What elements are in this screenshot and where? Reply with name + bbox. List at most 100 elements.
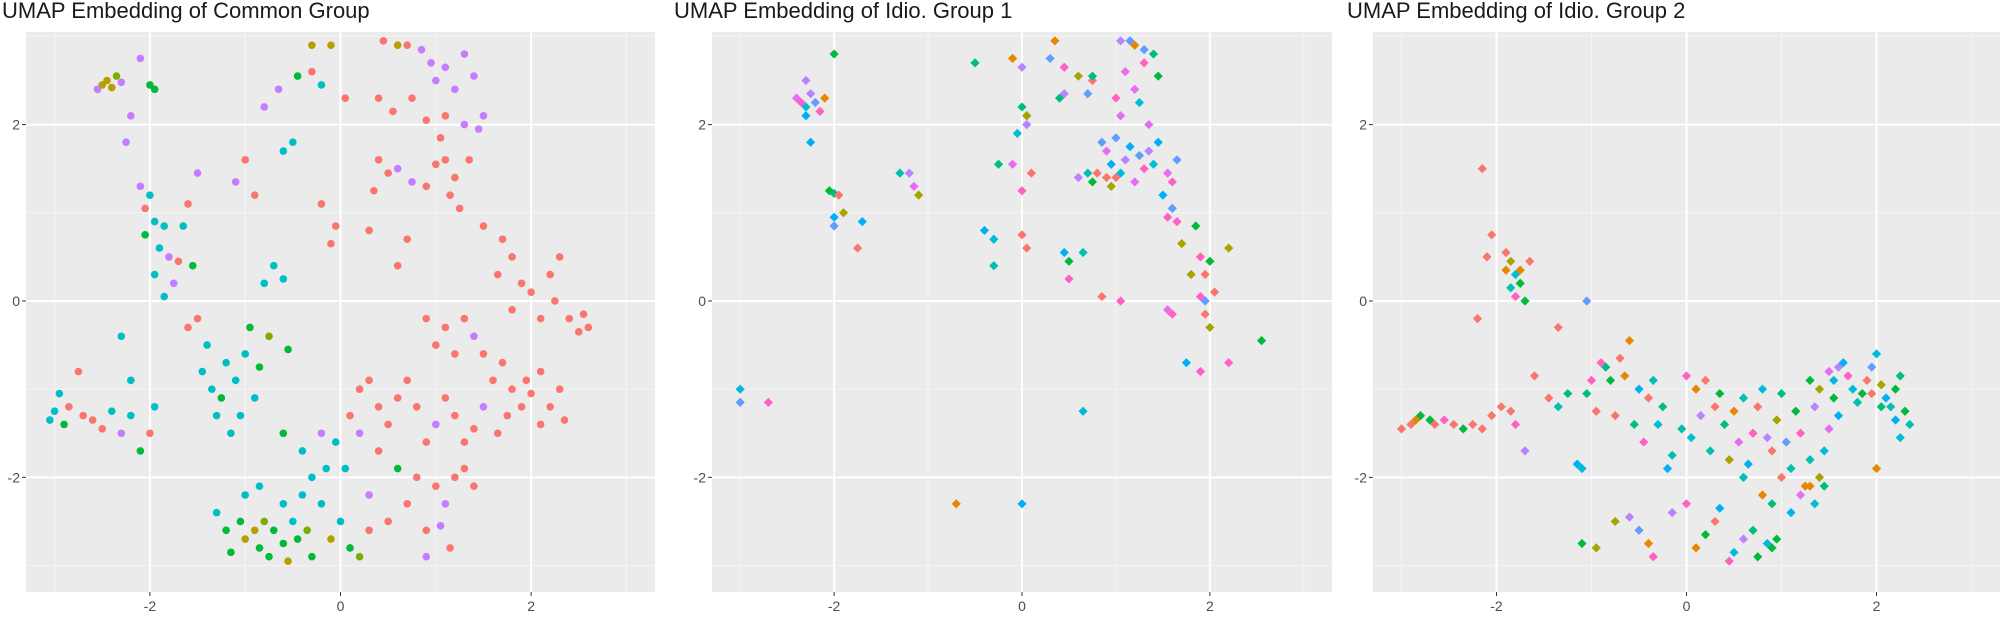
data-point <box>136 447 145 455</box>
data-point <box>451 473 459 482</box>
x-tick-label: -2 <box>828 598 841 614</box>
data-point <box>536 314 545 323</box>
data-point <box>231 178 240 186</box>
data-point <box>241 156 249 164</box>
data-point <box>432 160 440 169</box>
data-point <box>1125 142 1135 152</box>
data-point <box>422 116 431 124</box>
data-point <box>1867 388 1877 399</box>
data-point <box>217 394 226 402</box>
data-point <box>150 270 159 279</box>
data-point <box>317 429 326 438</box>
data-point <box>451 350 459 358</box>
data-point <box>341 94 350 102</box>
data-point <box>422 552 431 561</box>
data-point <box>250 394 259 402</box>
x-tick-label: 0 <box>1683 598 1691 614</box>
data-point <box>127 411 135 420</box>
data-point <box>260 279 269 288</box>
data-point <box>470 482 478 490</box>
data-point <box>127 111 135 120</box>
data-point <box>212 508 221 517</box>
x-tick-label: 2 <box>527 598 535 614</box>
data-point <box>279 147 288 155</box>
data-point <box>150 403 159 411</box>
data-point <box>160 222 168 230</box>
data-point <box>1064 256 1074 266</box>
x-tick-label: -2 <box>144 598 157 614</box>
data-point <box>1050 36 1060 46</box>
data-point <box>365 226 373 235</box>
data-point <box>384 169 392 177</box>
data-point <box>1144 146 1154 156</box>
data-point <box>1163 168 1173 178</box>
y-tick-label: 2 <box>1359 117 1367 133</box>
data-point <box>279 429 288 438</box>
data-point <box>60 420 68 429</box>
data-point <box>1130 177 1140 187</box>
data-point <box>838 208 849 218</box>
data-point <box>1256 336 1267 346</box>
data-point <box>384 420 392 429</box>
data-point <box>374 403 383 411</box>
data-point <box>508 253 516 261</box>
data-point <box>412 473 421 482</box>
data-point <box>1116 111 1126 121</box>
data-point <box>203 341 211 349</box>
data-point <box>432 76 440 85</box>
data-point <box>517 279 526 288</box>
data-point <box>1205 322 1215 333</box>
data-point <box>298 447 307 455</box>
data-point <box>184 323 192 332</box>
data-point <box>193 169 202 177</box>
data-point <box>1167 177 1177 187</box>
data-point <box>165 253 173 261</box>
data-point <box>422 182 431 191</box>
data-point <box>1120 155 1130 165</box>
data-point <box>470 332 478 341</box>
data-point <box>1022 119 1032 130</box>
data-point <box>1101 146 1112 156</box>
data-point <box>1097 137 1107 147</box>
data-point <box>269 526 278 535</box>
data-point <box>829 221 839 231</box>
data-point <box>451 85 459 94</box>
data-point <box>279 275 288 283</box>
data-point <box>150 85 159 94</box>
data-point <box>1111 133 1121 143</box>
data-point <box>579 310 588 319</box>
data-point <box>508 305 516 314</box>
data-point <box>136 182 145 191</box>
data-point <box>460 120 469 129</box>
data-point <box>1195 366 1206 377</box>
data-point <box>188 261 197 270</box>
data-point <box>46 416 54 424</box>
data-point <box>460 50 469 58</box>
data-point <box>522 376 531 385</box>
data-point <box>422 526 431 535</box>
data-point <box>989 261 999 271</box>
data-point <box>1430 419 1440 430</box>
data-point <box>393 261 402 270</box>
data-point <box>801 111 811 121</box>
data-point <box>322 464 331 473</box>
data-point <box>241 535 249 543</box>
data-point <box>1008 53 1018 64</box>
data-point <box>308 473 316 482</box>
data-point <box>979 225 990 236</box>
data-point <box>1097 291 1107 302</box>
data-point <box>1200 309 1210 319</box>
data-point <box>460 438 469 446</box>
data-point <box>265 552 273 561</box>
data-point <box>1087 177 1098 187</box>
data-point <box>150 217 159 226</box>
data-point <box>565 314 574 323</box>
data-point <box>455 204 464 213</box>
data-point <box>231 376 240 385</box>
data-point <box>1200 269 1210 280</box>
data-point <box>1158 190 1168 200</box>
data-point <box>574 328 583 336</box>
data-point <box>1177 239 1187 249</box>
y-tick-label: 0 <box>698 293 706 309</box>
data-point <box>1125 36 1135 46</box>
